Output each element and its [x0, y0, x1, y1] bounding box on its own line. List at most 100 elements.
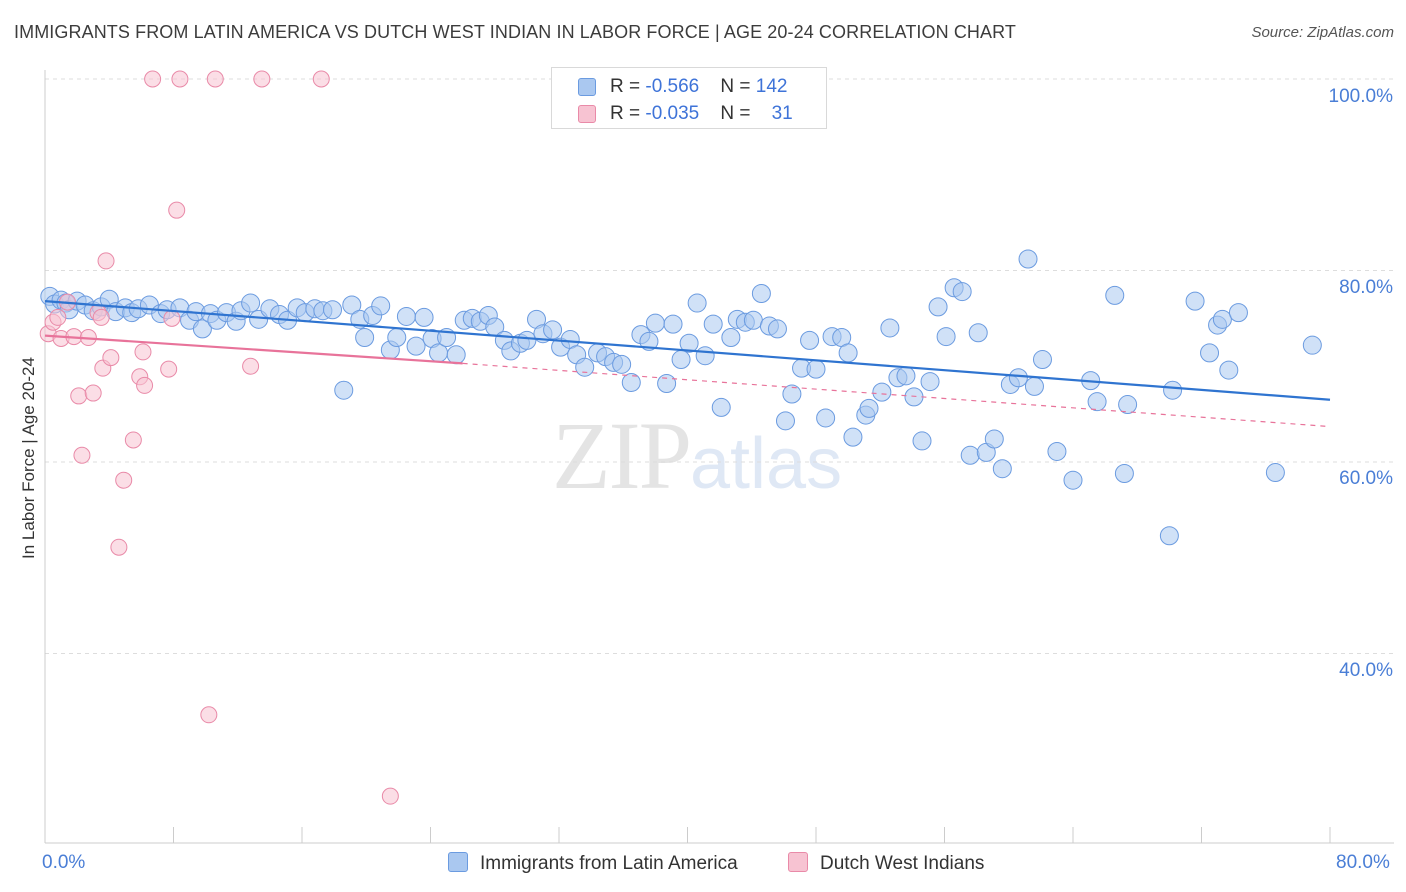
bottom-legend-label-blue: Immigrants from Latin America [480, 853, 738, 874]
data-point-latin-america [880, 318, 900, 338]
data-point-latin-america [872, 382, 892, 402]
x-tick-label-max: 80.0% [1336, 852, 1390, 873]
data-point-latin-america [1008, 368, 1028, 388]
data-point-dutch-west-indians [206, 70, 224, 88]
legend-n-value: 31 [771, 103, 793, 124]
data-point-latin-america [992, 459, 1012, 479]
data-point-dutch-west-indians [49, 308, 67, 326]
data-point-latin-america [621, 373, 641, 393]
bottom-legend-swatch-blue [448, 852, 468, 872]
data-point-latin-america [1159, 526, 1179, 546]
legend-r-value: -0.035 [645, 103, 700, 124]
data-point-latin-america [838, 343, 858, 363]
data-point-latin-america [1219, 360, 1239, 380]
data-point-dutch-west-indians [110, 538, 128, 556]
legend-swatch-pink [578, 105, 596, 123]
data-point-latin-america [1024, 376, 1044, 396]
bottom-legend-latin-america: Immigrants from Latin America [448, 852, 738, 875]
data-point-latin-america [687, 293, 707, 313]
data-point-latin-america [446, 345, 466, 365]
data-point-dutch-west-indians [144, 70, 162, 88]
correlation-legend: R = -0.566 N = 142 R = -0.035 N = 31 [551, 67, 827, 129]
data-point-dutch-west-indians [97, 252, 115, 270]
data-point-latin-america [612, 354, 632, 374]
data-point-dutch-west-indians [115, 471, 133, 489]
data-point-latin-america [1018, 249, 1038, 269]
data-point-latin-america [1087, 392, 1107, 412]
data-point-latin-america [517, 330, 537, 350]
data-point-latin-america [782, 384, 802, 404]
x-tick-label-min: 0.0% [42, 852, 86, 873]
source-label: Source: ZipAtlas.com [1251, 24, 1394, 41]
legend-n-label: N = [720, 76, 756, 97]
legend-text-blue: R = -0.566 N = 142 [610, 76, 787, 98]
legend-r-label: R = [610, 103, 646, 124]
data-point-latin-america [711, 397, 731, 417]
data-point-latin-america [843, 427, 863, 447]
legend-swatch-blue [578, 78, 596, 96]
data-point-latin-america [342, 295, 362, 315]
data-point-latin-america [952, 282, 972, 302]
legend-r-label: R = [610, 76, 646, 97]
data-point-latin-america [960, 445, 980, 465]
data-point-latin-america [645, 313, 665, 333]
data-point-latin-america [575, 357, 595, 377]
data-point-latin-america [703, 314, 723, 334]
data-point-dutch-west-indians [73, 446, 91, 464]
data-point-latin-america [775, 411, 795, 431]
legend-r-value: -0.566 [645, 76, 700, 97]
data-point-latin-america [695, 346, 715, 366]
data-point-dutch-west-indians [200, 706, 218, 724]
trend-line-dutch-west-indians-extension [462, 362, 1331, 428]
bottom-legend-dutch-west-indians: Dutch West Indians [788, 852, 984, 875]
data-point-dutch-west-indians [134, 343, 152, 361]
data-point-dutch-west-indians [84, 384, 102, 402]
data-point-dutch-west-indians [168, 201, 186, 219]
data-point-latin-america [679, 333, 699, 353]
data-point-latin-america [1047, 441, 1067, 461]
data-point-dutch-west-indians [171, 70, 189, 88]
data-point-latin-america [387, 328, 407, 348]
watermark: ZIPatlas [552, 400, 842, 511]
data-point-latin-america [414, 307, 434, 327]
y-tick-label-80: 80.0% [1339, 277, 1393, 298]
y-tick-label-60: 60.0% [1339, 468, 1393, 489]
data-point-latin-america [241, 293, 261, 313]
bottom-legend-swatch-pink [788, 852, 808, 872]
data-point-latin-america [1114, 463, 1134, 483]
data-point-latin-america [1302, 335, 1322, 355]
data-point-latin-america [192, 319, 212, 339]
legend-n-value: 142 [755, 76, 788, 97]
watermark-zip: ZIP [552, 402, 692, 509]
data-point-latin-america [904, 387, 924, 407]
data-point-latin-america [639, 331, 659, 351]
bottom-legend-label-pink: Dutch West Indians [820, 853, 985, 874]
data-point-dutch-west-indians [312, 70, 330, 88]
data-point-latin-america [657, 373, 677, 393]
data-point-dutch-west-indians [102, 349, 120, 367]
data-point-latin-america [663, 314, 683, 334]
data-point-latin-america [1212, 309, 1232, 329]
trend-line-dutch-west-indians [44, 334, 463, 365]
data-point-latin-america [806, 359, 826, 379]
data-point-dutch-west-indians [242, 357, 260, 375]
data-point-latin-america [1063, 470, 1083, 490]
data-point-latin-america [543, 320, 563, 340]
data-point-latin-america [1163, 380, 1183, 400]
data-point-latin-america [323, 300, 343, 320]
data-point-latin-america [396, 306, 416, 326]
data-point-latin-america [721, 328, 741, 348]
data-point-latin-america [936, 327, 956, 347]
data-point-latin-america [671, 350, 691, 370]
data-point-latin-america [984, 429, 1004, 449]
data-point-latin-america [928, 297, 948, 317]
legend-n-label: N = [720, 103, 756, 124]
data-point-latin-america [800, 330, 820, 350]
data-point-dutch-west-indians [381, 787, 399, 805]
data-point-latin-america [1265, 463, 1285, 483]
data-point-latin-america [751, 283, 771, 303]
data-point-latin-america [1200, 343, 1220, 363]
data-point-dutch-west-indians [136, 376, 154, 394]
data-point-dutch-west-indians [163, 309, 181, 327]
